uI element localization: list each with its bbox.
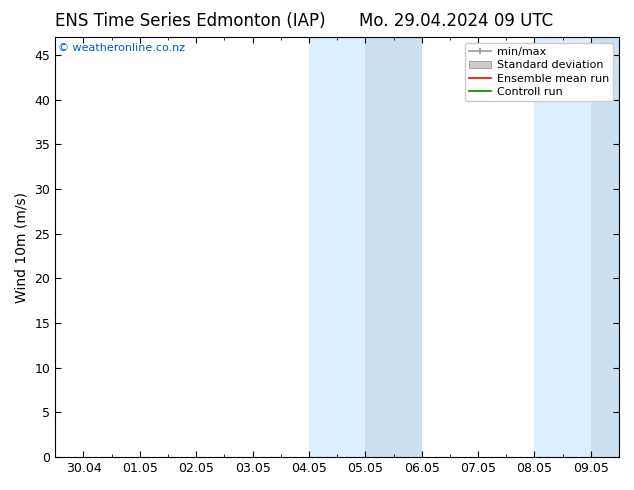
Legend: min/max, Standard deviation, Ensemble mean run, Controll run: min/max, Standard deviation, Ensemble me… bbox=[465, 43, 614, 101]
Text: © weatheronline.co.nz: © weatheronline.co.nz bbox=[58, 43, 185, 53]
Bar bbox=[534, 37, 591, 457]
Text: Mo. 29.04.2024 09 UTC: Mo. 29.04.2024 09 UTC bbox=[359, 12, 553, 30]
Bar bbox=[309, 37, 365, 457]
Y-axis label: Wind 10m (m/s): Wind 10m (m/s) bbox=[15, 192, 29, 303]
Text: ENS Time Series Edmonton (IAP): ENS Time Series Edmonton (IAP) bbox=[55, 12, 325, 30]
Bar bbox=[591, 37, 634, 457]
Bar bbox=[365, 37, 422, 457]
